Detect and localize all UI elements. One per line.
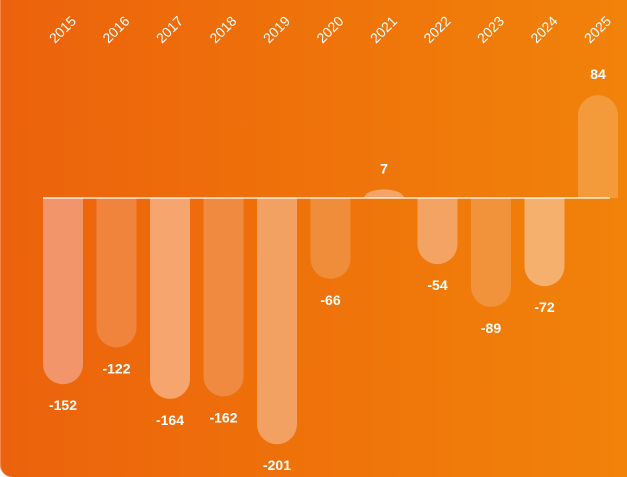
x-tick-2023: 2023 [474,13,507,46]
x-tick-2018: 2018 [206,13,239,46]
value-label-2015: -152 [49,397,77,413]
value-label-2024: -72 [534,299,554,315]
bar-2016 [96,198,137,348]
value-label-2023: -89 [481,320,501,336]
value-label-2016: -122 [102,360,130,376]
bar-2021 [364,189,404,198]
x-tick-2021: 2021 [367,13,400,46]
value-label-2018: -162 [209,409,237,425]
value-label-2022: -54 [427,277,447,293]
x-tick-2022: 2022 [420,13,453,46]
bar-2025 [578,95,618,198]
bar-2019 [257,198,297,445]
bar-2015 [43,198,83,385]
x-tick-2017: 2017 [153,13,186,46]
value-label-2020: -66 [320,292,340,308]
x-tick-2016: 2016 [99,13,132,46]
value-label-2021: 7 [380,160,388,176]
value-label-2017: -164 [156,412,184,428]
value-label-2019: -201 [263,457,291,473]
bar-2022 [417,198,458,265]
bar-2023 [471,198,511,308]
bar-2017 [150,198,190,399]
bars-group [43,95,618,445]
x-tick-2024: 2024 [527,13,560,46]
bar-2024 [524,198,565,287]
x-tick-labels: 2015 2016 2017 2018 2019 2020 2021 2022 2023 2024… [46,13,614,46]
x-tick-2020: 2020 [313,13,346,46]
x-tick-2015: 2015 [46,13,79,46]
x-tick-2019: 2019 [260,13,293,46]
x-tick-2025: 2025 [581,13,614,46]
value-label-2025: 84 [590,66,606,82]
bar-2018 [203,198,244,397]
value-labels: -152 -122 -164 -162 -201 -66 7 -54 -89 -72 84 [49,66,606,473]
bar-2020 [310,198,351,279]
